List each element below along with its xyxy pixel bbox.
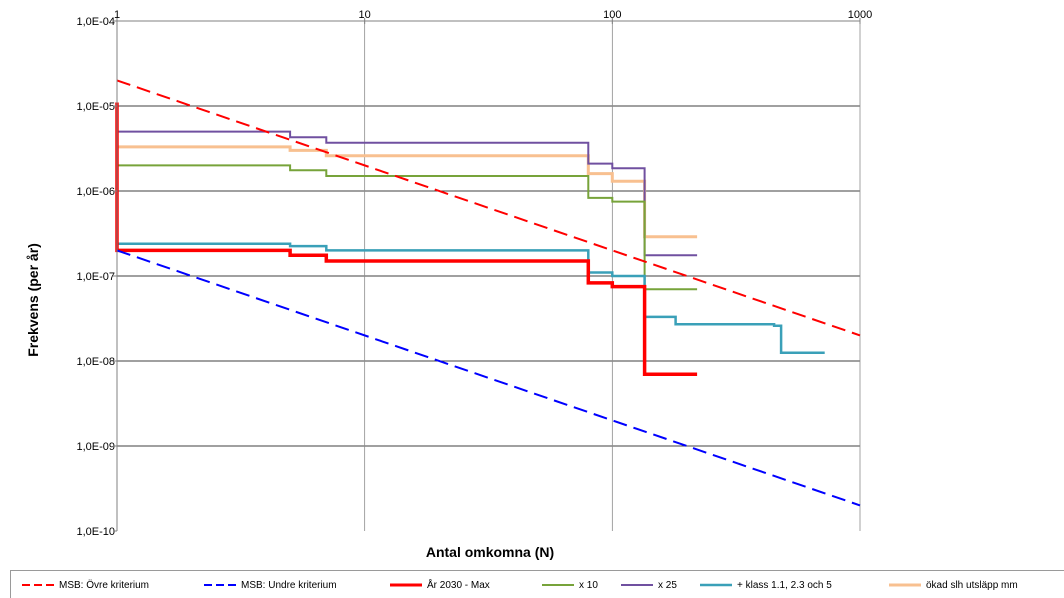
series-line-4 [117, 130, 698, 257]
legend-swatch [621, 584, 653, 586]
series-line-2 [115, 102, 698, 376]
tick-labels: 1,0E-04 1,0E-05 1,0E-06 1,0E-07 1,0E-08 1,0E-… [76, 9, 872, 538]
legend-item: MSB: Övre kriterium [21, 577, 149, 593]
y-tick-label: 1,0E-04 [76, 16, 115, 28]
y-tick-label: 1,0E-05 [76, 101, 115, 113]
legend-item: + klass 1.1, 2.3 och 5 [699, 577, 832, 593]
legend-label: + klass 1.1, 2.3 och 5 [737, 579, 832, 591]
legend-label: x 10 [579, 579, 598, 591]
y-tick-label: 1,0E-07 [76, 271, 115, 283]
grid-lines [117, 21, 861, 531]
legend-label: År 2030 - Max [427, 579, 490, 591]
y-axis-title: Frekvens (per år) [25, 243, 41, 357]
y-tick-label: 1,0E-09 [76, 441, 115, 453]
series-line-5 [117, 242, 825, 355]
legend-swatch [204, 584, 236, 586]
legend-swatch [390, 583, 422, 587]
x-tick-label: 1 [114, 9, 120, 21]
legend-item: MSB: Undre kriterium [203, 577, 337, 593]
legend-swatch [542, 584, 574, 586]
legend: MSB: Övre kriterium MSB: Undre kriterium Å… [10, 570, 1064, 598]
x-tick-label: 100 [603, 9, 621, 21]
series-line-3 [117, 164, 698, 291]
x-axis-title: Antal omkomna (N) [426, 544, 554, 560]
x-tick-label: 10 [359, 9, 371, 21]
series-line-1 [116, 249, 861, 507]
series-line-0 [116, 79, 861, 337]
legend-swatch [700, 583, 732, 587]
legend-label: ökad slh utsläpp mm [926, 579, 1018, 591]
fn-curve-chart: 1,0E-04 1,0E-05 1,0E-06 1,0E-07 1,0E-08 1,0E-… [25, 9, 872, 560]
legend-item: x 10 [541, 577, 598, 593]
y-tick-label: 1,0E-06 [76, 186, 115, 198]
y-tick-label: 1,0E-08 [76, 356, 115, 368]
legend-swatch [889, 583, 921, 587]
legend-label: x 25 [658, 579, 677, 591]
legend-label: MSB: Undre kriterium [241, 579, 337, 591]
legend-item: x 25 [620, 577, 677, 593]
legend-label: MSB: Övre kriterium [59, 579, 150, 591]
legend-swatch [22, 584, 54, 586]
legend-item: ökad slh utsläpp mm [888, 577, 1018, 593]
legend-item: År 2030 - Max [389, 577, 490, 593]
y-tick-label: 1,0E-10 [76, 526, 115, 538]
x-tick-label: 1000 [848, 9, 872, 21]
data-series [115, 79, 861, 507]
